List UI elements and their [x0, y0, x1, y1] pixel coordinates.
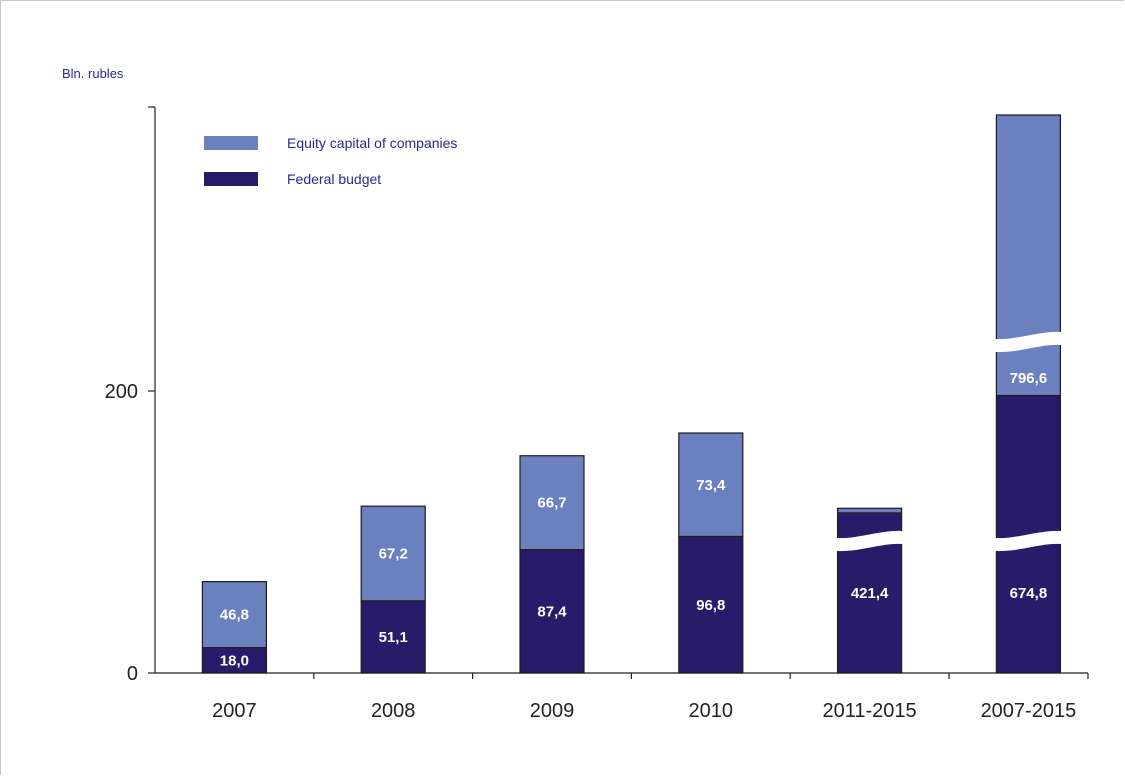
axis-break-lower-2007-2015: [989, 530, 1068, 552]
value-label-federal-2008: 51,1: [379, 629, 408, 646]
legend-swatch-federal: [204, 172, 258, 186]
bar-federal-2009: [519, 549, 585, 674]
x-tick-label-2007-2015: 2007-2015: [981, 700, 1077, 722]
bar-equity-2011-2015: [836, 507, 903, 514]
value-label-federal-2007: 18,0: [220, 652, 249, 669]
value-label-equity-2009: 66,7: [537, 495, 566, 512]
value-label-equity-2011-2015: 542,4: [851, 402, 889, 419]
x-tick-label-2011-2015: 2011-2015: [823, 700, 917, 722]
bar-federal-2007: [201, 647, 267, 674]
x-tick-label-2007: 2007: [212, 700, 257, 722]
value-label-equity-2008: 67,2: [379, 546, 408, 563]
value-label-equity-2007: 46,8: [220, 607, 249, 624]
y-axis-unit-label: Bln. rubles: [62, 66, 124, 81]
y-tick-label: 0: [127, 663, 138, 685]
bar-group-2007-2015: 674,8 796,6: [995, 114, 1062, 674]
value-label-equity-2007-2015: 796,6: [1010, 370, 1048, 387]
axis-break-lower-2011-2015: [830, 530, 909, 552]
x-tick-label-2009: 2009: [530, 700, 575, 722]
legend-label-equity: Equity capital of companies: [287, 135, 457, 151]
bar-equity-2009: [519, 455, 585, 551]
legend-label-federal: Federal budget: [287, 171, 381, 187]
axis-break-upper-2011-2015: [830, 312, 909, 334]
x-tick-label-2010: 2010: [689, 700, 734, 722]
legend: Equity capital of companies Federal budge…: [204, 135, 457, 187]
bar-group-2009: 87,4 66,7: [519, 455, 585, 674]
x-tick-label-2008: 2008: [371, 700, 416, 722]
bar-group-2008: 51,1 67,2: [360, 505, 426, 674]
value-label-federal-2007-2015: 674,8: [1010, 585, 1048, 602]
bar-group-2010: 96,8 73,4: [678, 432, 744, 674]
value-label-equity-2010: 73,4: [696, 477, 726, 494]
axis-break-upper-2007-2015: [989, 331, 1068, 353]
bar-equity-2010: [678, 432, 744, 538]
bar-federal-2008: [360, 600, 426, 674]
bar-group-2007: 18,0 46,8: [201, 581, 267, 674]
value-label-federal-2010: 96,8: [696, 597, 725, 614]
bar-federal-2010: [678, 535, 744, 674]
legend-swatch-equity: [204, 136, 258, 150]
bar-equity-2007-2015: [995, 114, 1062, 397]
y-tick-label: 200: [105, 381, 138, 403]
value-label-federal-2011-2015: 421,4: [851, 585, 889, 602]
value-label-federal-2009: 87,4: [537, 603, 567, 620]
